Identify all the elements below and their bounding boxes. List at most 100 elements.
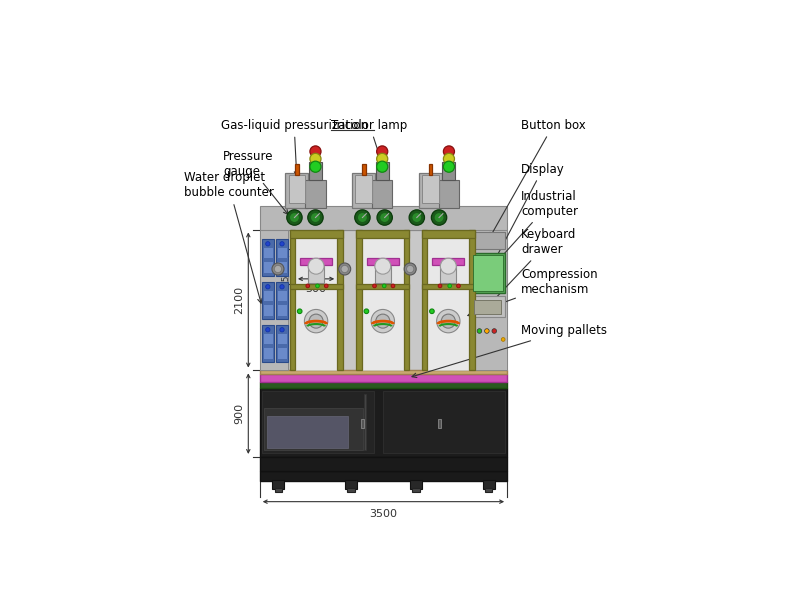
Bar (274, 488, 282, 492)
Bar (422, 230, 427, 370)
Circle shape (338, 263, 350, 275)
Bar (262, 325, 274, 362)
Text: Tricolor lamp: Tricolor lamp (331, 119, 408, 160)
Text: Button box: Button box (490, 119, 586, 238)
Text: 2100: 2100 (234, 286, 245, 314)
Circle shape (440, 258, 456, 274)
Bar (429, 164, 432, 175)
Circle shape (280, 284, 284, 289)
Bar (372, 180, 392, 208)
Bar (447, 146, 450, 163)
Bar (308, 266, 324, 283)
Circle shape (431, 210, 446, 225)
Circle shape (377, 210, 392, 225)
Bar (470, 230, 475, 370)
Bar (260, 374, 507, 382)
Text: 3500: 3500 (370, 509, 398, 518)
Circle shape (354, 210, 370, 225)
Bar (314, 146, 318, 163)
Bar (260, 370, 507, 374)
Circle shape (380, 212, 390, 223)
Circle shape (298, 309, 302, 314)
Bar (376, 161, 389, 180)
Circle shape (364, 309, 369, 314)
Circle shape (412, 212, 422, 223)
Bar (438, 180, 459, 208)
Bar (295, 230, 337, 370)
Circle shape (272, 263, 284, 275)
Bar (362, 164, 366, 175)
Circle shape (382, 284, 386, 288)
Circle shape (492, 329, 497, 334)
Circle shape (376, 314, 390, 328)
Bar (471, 296, 505, 317)
Circle shape (404, 263, 416, 275)
Bar (277, 290, 287, 301)
Bar (367, 259, 398, 265)
Bar (260, 471, 507, 481)
Bar (262, 262, 273, 273)
Bar (260, 230, 507, 370)
Bar (277, 347, 287, 359)
Text: Compression
mechanism: Compression mechanism (468, 268, 598, 316)
Circle shape (310, 146, 321, 157)
Bar (361, 419, 364, 428)
Bar (260, 457, 507, 471)
Text: 500: 500 (306, 284, 326, 295)
Bar (412, 488, 419, 492)
Circle shape (373, 284, 376, 288)
Circle shape (485, 329, 489, 334)
Bar (356, 284, 410, 289)
Bar (375, 266, 390, 283)
Bar (276, 283, 288, 319)
Circle shape (371, 310, 394, 333)
Bar (482, 480, 494, 489)
Circle shape (266, 242, 270, 246)
Bar (337, 230, 342, 370)
Circle shape (310, 212, 321, 223)
Text: Moving pallets: Moving pallets (412, 324, 607, 377)
Text: 150-400: 150-400 (281, 248, 290, 286)
Circle shape (306, 284, 310, 288)
Bar (356, 230, 362, 370)
Bar (473, 256, 503, 291)
Bar (260, 230, 288, 370)
Circle shape (406, 265, 414, 272)
Bar (300, 259, 332, 265)
Bar (265, 409, 363, 450)
Bar (260, 206, 507, 230)
Bar (289, 175, 306, 203)
Circle shape (442, 314, 455, 328)
Bar (427, 230, 470, 370)
Bar (347, 488, 354, 492)
Bar (286, 173, 309, 208)
Circle shape (443, 161, 454, 172)
Bar (419, 173, 442, 208)
Bar (362, 230, 404, 370)
Circle shape (274, 265, 282, 272)
Text: Pressure
gauge: Pressure gauge (223, 151, 288, 214)
Bar (404, 230, 410, 370)
Circle shape (286, 210, 302, 225)
Circle shape (443, 146, 454, 157)
Circle shape (309, 314, 323, 328)
Bar (277, 247, 287, 259)
Circle shape (308, 258, 324, 274)
Circle shape (437, 310, 460, 333)
Bar (262, 283, 274, 319)
Bar (262, 332, 273, 344)
Bar (345, 480, 357, 489)
Bar (422, 284, 475, 289)
Bar (422, 230, 475, 238)
Bar (262, 239, 274, 276)
Circle shape (324, 284, 328, 288)
Bar (471, 232, 505, 249)
Circle shape (377, 146, 388, 157)
Bar (432, 259, 464, 265)
Text: Industrial
computer: Industrial computer (490, 190, 578, 269)
Circle shape (290, 212, 299, 223)
Bar (262, 347, 273, 359)
Circle shape (308, 210, 323, 225)
Circle shape (304, 310, 328, 333)
Circle shape (502, 338, 505, 341)
